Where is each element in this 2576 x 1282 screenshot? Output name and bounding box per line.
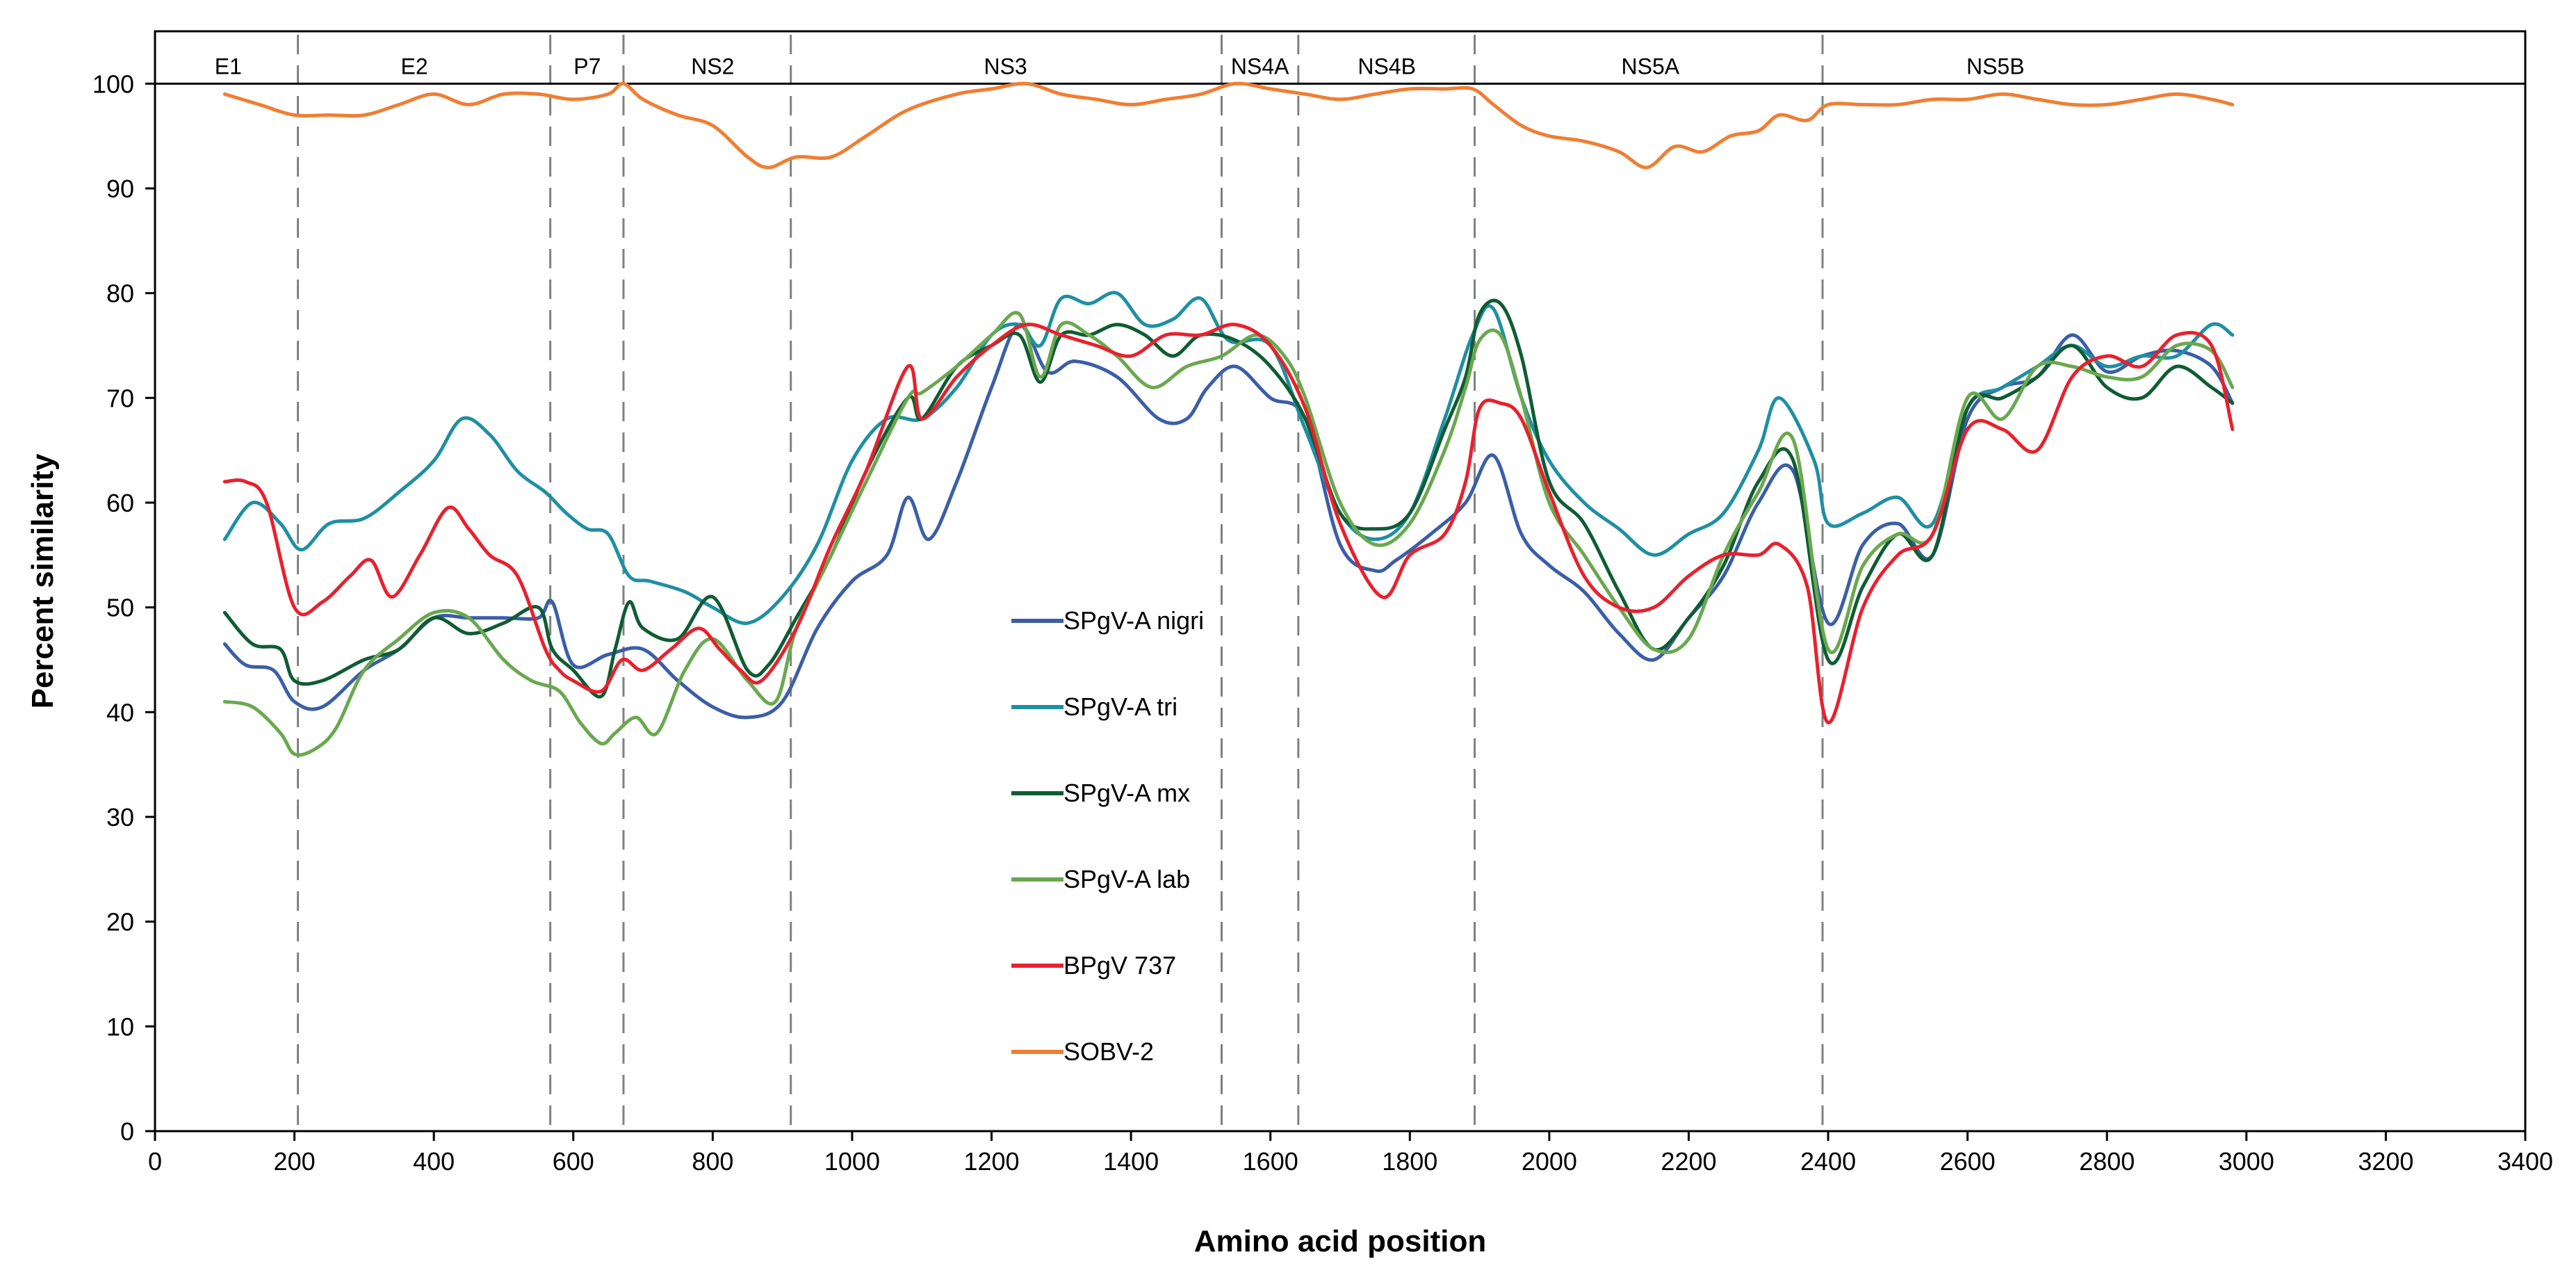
- series-line-spgv-a-tri: [222, 291, 2235, 625]
- y-tick-label: 20: [106, 908, 134, 936]
- y-tick-label: 60: [106, 489, 134, 517]
- x-tick-label: 1000: [824, 1147, 880, 1176]
- x-tick-label: 2000: [1522, 1147, 1577, 1176]
- series-line-bpgv-737: [222, 323, 2235, 724]
- y-tick-label: 50: [106, 594, 134, 622]
- y-tick-label: 80: [106, 279, 134, 308]
- x-tick-label: 400: [413, 1147, 455, 1176]
- y-tick-label: 40: [106, 698, 134, 727]
- legend-label: SPgV-A mx: [1063, 779, 1190, 807]
- region-label: E2: [401, 54, 428, 79]
- legend: SPgV-A nigri SPgV-A tri SPgV-A mx SPgV-A la…: [1011, 606, 1204, 1066]
- y-tick-label: 30: [106, 803, 134, 831]
- x-tick-label: 600: [553, 1147, 594, 1176]
- y-tick-label: 90: [106, 175, 134, 203]
- x-tick-label: 0: [148, 1147, 162, 1176]
- legend-label: SOBV-2: [1063, 1037, 1154, 1066]
- x-tick-label: 1400: [1103, 1147, 1159, 1176]
- x-tick-label: 1200: [963, 1147, 1019, 1176]
- x-tick-label: 2800: [2079, 1147, 2135, 1176]
- legend-label: SPgV-A nigri: [1063, 606, 1204, 635]
- x-axis-title: Amino acid position: [1194, 1224, 1486, 1258]
- region-label: NS5B: [1966, 54, 2025, 79]
- y-tick-label: 100: [92, 70, 134, 98]
- legend-label: BPgV 737: [1063, 951, 1176, 980]
- x-tick-label: 800: [692, 1147, 733, 1176]
- x-tick-label: 2400: [1800, 1147, 1856, 1176]
- legend-label: SPgV-A tri: [1063, 692, 1177, 721]
- series-layer: [222, 81, 2235, 757]
- x-tick-label: 2600: [1940, 1147, 1996, 1176]
- series-line-sobv-2: [222, 81, 2235, 170]
- series-line-spgv-a-nigri: [222, 323, 2235, 720]
- region-label: NS5A: [1622, 54, 1680, 79]
- region-label: P7: [573, 54, 601, 79]
- plot-frame: [154, 30, 2527, 1133]
- series-line-spgv-a-lab: [222, 311, 2235, 757]
- x-tick-label: 1600: [1243, 1147, 1298, 1176]
- x-tick-label: 3200: [2358, 1147, 2413, 1176]
- y-tick-label: 70: [106, 384, 134, 412]
- y-tick-label: 10: [106, 1012, 134, 1041]
- region-label: NS2: [691, 54, 734, 79]
- y-tick-label: 0: [120, 1117, 134, 1146]
- x-tick-label: 3000: [2219, 1147, 2274, 1176]
- series-line-spgv-a-mx: [222, 298, 2235, 699]
- x-tick-label: 200: [274, 1147, 316, 1176]
- x-tick-label: 3400: [2497, 1147, 2553, 1176]
- region-label: NS3: [984, 54, 1027, 79]
- axes-layer: 0 200 400 600 800 1000 1200 1400 1600 1800 2000 220…: [92, 30, 2553, 1176]
- x-tick-label: 2200: [1661, 1147, 1716, 1176]
- region-label: NS4A: [1231, 54, 1289, 79]
- y-axis-title: Percent similarity: [26, 453, 60, 708]
- x-tick-label: 1800: [1382, 1147, 1437, 1176]
- region-label: E1: [215, 54, 242, 79]
- legend-label: SPgV-A lab: [1063, 865, 1190, 893]
- grid-layer: E1 E2 P7 NS2 NS3 NS4A NS4B NS5A NS5B: [155, 35, 2525, 1131]
- region-label: NS4B: [1358, 54, 1416, 79]
